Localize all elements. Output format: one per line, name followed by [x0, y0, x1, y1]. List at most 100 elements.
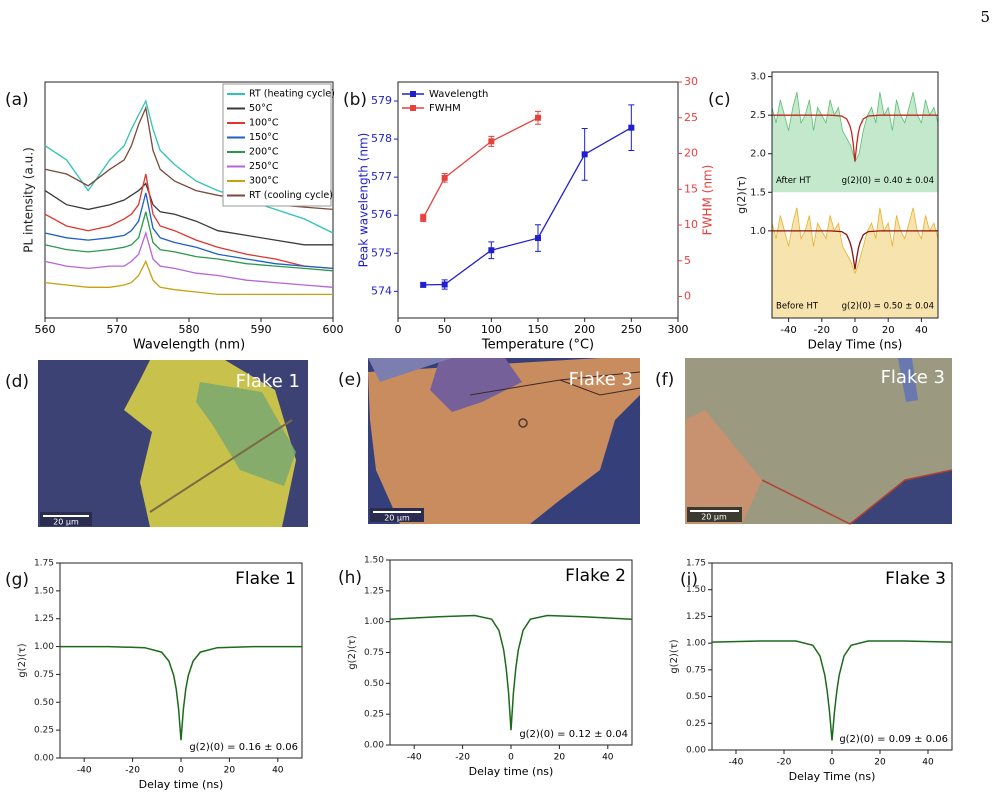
y2-tick-label: 25 — [684, 111, 698, 124]
flake-label: Flake 3 — [881, 367, 945, 388]
trace-label: Before HT — [776, 302, 819, 312]
series-line — [423, 127, 632, 286]
x-tick-label: 0 — [852, 325, 858, 336]
marker — [441, 281, 448, 288]
marker — [441, 174, 448, 181]
y-tick-label: 0.00 — [364, 741, 384, 751]
flake-label: Flake 3 — [885, 569, 946, 589]
y-tick-label: 1.50 — [686, 585, 706, 595]
y-tick-label: 1.50 — [364, 556, 384, 566]
x-tick-label: 0 — [508, 753, 514, 763]
flake-label: Flake 1 — [236, 371, 300, 392]
legend-label: RT (cooling cycle) — [249, 190, 333, 201]
y-tick-label: 0.00 — [686, 746, 706, 756]
y-tick-label: 0.75 — [364, 648, 384, 658]
legend-marker — [410, 105, 416, 111]
y2-tick-label: 5 — [684, 254, 691, 267]
fit-line — [772, 114, 938, 162]
x-tick-label: 300 — [668, 323, 689, 336]
x-axis-label: Delay Time (ns) — [808, 338, 903, 352]
x-tick-label: 590 — [251, 323, 272, 336]
spectrum-line — [44, 192, 334, 270]
legend-marker — [410, 91, 416, 97]
fit-line — [389, 614, 633, 731]
fit-line — [60, 645, 302, 741]
legend-label: Wavelength — [429, 89, 488, 100]
marker — [628, 124, 635, 131]
x-axis-label: Delay time (ns) — [139, 778, 224, 791]
x-tick-label: 50 — [438, 323, 452, 336]
x-tick-label: -40 — [407, 753, 422, 763]
page-number: 5 — [980, 8, 990, 26]
x-tick-label: 20 — [874, 758, 886, 768]
y-axis-label: g(2)(τ) — [347, 635, 358, 669]
x-axis-label: Temperature (°C) — [481, 338, 594, 353]
y-tick-label: 1.25 — [686, 612, 706, 622]
x-tick-label: -40 — [780, 325, 796, 336]
y2-tick-label: 0 — [684, 290, 691, 303]
data-fill — [772, 92, 938, 193]
x-tick-label: 250 — [621, 323, 642, 336]
marker — [581, 151, 588, 158]
data-fill — [772, 207, 938, 318]
x-tick-label: 40 — [272, 766, 284, 776]
scale-bar-label: 20 µm — [701, 513, 727, 522]
panel-letter: (f) — [655, 370, 674, 390]
annotation: g(2)(0) = 0.50 ± 0.04 — [842, 302, 934, 312]
y-tick-label: 0.50 — [364, 679, 384, 689]
marker — [420, 281, 427, 288]
y-tick-label: 1.25 — [364, 586, 384, 596]
panel-letter: (h) — [338, 568, 362, 588]
y-tick-label: 1.00 — [364, 617, 384, 627]
x-tick-label: 580 — [179, 323, 200, 336]
x-tick-label: 600 — [323, 323, 344, 336]
micrograph-d: 20 µm Flake 1 (d) — [5, 360, 308, 527]
marker — [535, 235, 541, 242]
y-tick-label: 577 — [371, 170, 392, 183]
y2-tick-label: 15 — [684, 182, 698, 195]
y-axis-label: PL intensity (a.u.) — [22, 147, 36, 253]
spectrum-line — [44, 182, 333, 246]
y-tick-label: 574 — [371, 284, 392, 297]
micrograph-f: 20 µm Flake 3 (f) — [655, 358, 953, 525]
x-tick-label: 150 — [528, 323, 549, 336]
y-tick-label: 1.75 — [34, 559, 54, 569]
fit-line — [772, 230, 938, 270]
y-tick-label: 0.00 — [34, 754, 54, 764]
x-tick-label: 20 — [554, 753, 566, 763]
panel-letter: (e) — [338, 370, 362, 390]
flake-label: Flake 3 — [569, 369, 633, 390]
y-tick-label: 2.0 — [750, 149, 766, 160]
x-tick-label: 0 — [829, 758, 835, 768]
legend-label: 300°C — [249, 176, 279, 187]
annotation: g(2)(0) = 0.12 ± 0.04 — [519, 729, 628, 740]
x-tick-label: -20 — [125, 766, 140, 776]
y-tick-label: 0.75 — [686, 665, 706, 675]
plot-frame — [389, 559, 633, 746]
y-tick-label: 1.00 — [686, 639, 706, 649]
y-tick-label: 578 — [371, 132, 392, 145]
y-tick-label: 1.25 — [34, 614, 54, 624]
plot-frame — [59, 562, 303, 759]
scale-bar-label: 20 µm — [53, 518, 79, 527]
plot-frame — [711, 562, 953, 751]
y-tick-label: 1.0 — [750, 226, 766, 237]
x-tick-label: 40 — [915, 325, 928, 336]
x-axis-label: Delay Time (ns) — [789, 770, 876, 783]
legend-label: 50°C — [249, 103, 273, 114]
panel-letter: (g) — [5, 570, 29, 590]
x-axis-label: Wavelength (nm) — [133, 338, 245, 353]
marker — [488, 247, 495, 254]
y-tick-label: 0.50 — [34, 698, 54, 708]
scale-bar-label: 20 µm — [384, 514, 410, 523]
legend-label: 150°C — [249, 132, 279, 143]
micrograph-e: 20 µm Flake 3 (e) — [338, 358, 641, 524]
spectrum-line — [44, 173, 334, 270]
spectrum-line — [44, 230, 334, 288]
marker — [420, 214, 427, 221]
x-tick-label: 560 — [35, 323, 56, 336]
series-line — [422, 117, 539, 219]
x-tick-label: -20 — [814, 325, 830, 336]
